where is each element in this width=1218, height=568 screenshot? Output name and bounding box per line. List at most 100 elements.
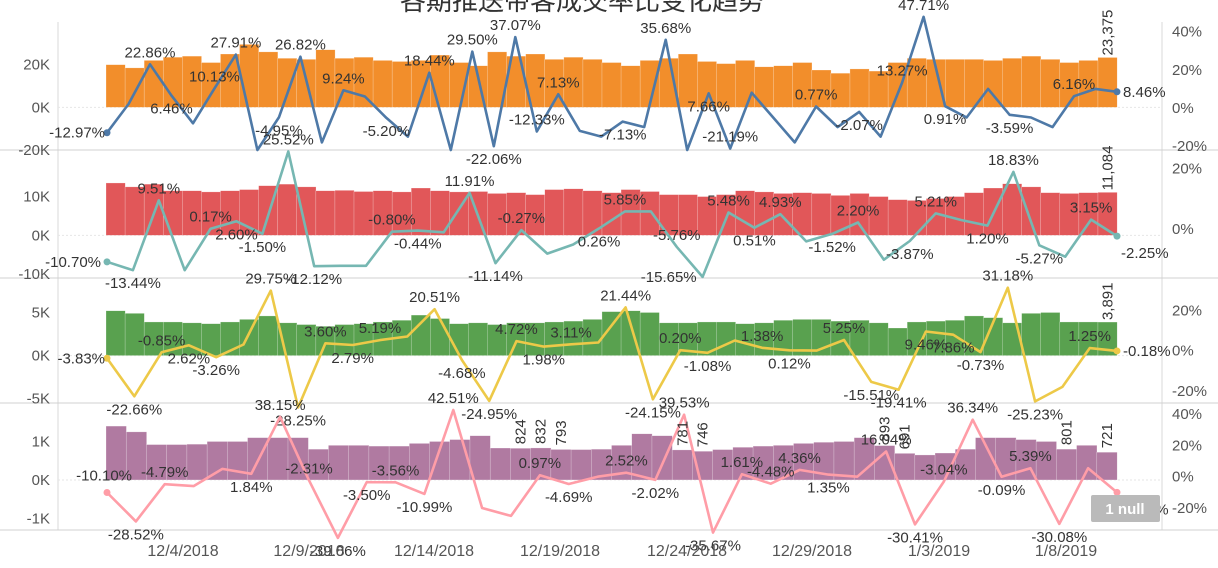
data-label: 35.68% bbox=[640, 20, 691, 37]
bar-value-label: 832 bbox=[533, 419, 550, 444]
data-label: -10.70% bbox=[45, 254, 101, 271]
data-label: -4.95% bbox=[255, 122, 303, 139]
left-axis-tick-label: 0K bbox=[32, 348, 50, 365]
right-axis-tick-label: 0% bbox=[1172, 469, 1194, 486]
bar bbox=[811, 193, 832, 236]
x-axis-date-label: 12/24/2018 bbox=[647, 543, 727, 560]
data-label: -39.06% bbox=[310, 543, 366, 560]
data-label: -0.73% bbox=[957, 357, 1005, 374]
trend-line bbox=[106, 150, 1118, 279]
bar bbox=[105, 182, 126, 236]
data-label: 2.20% bbox=[837, 203, 880, 220]
bar bbox=[849, 68, 870, 108]
bar bbox=[735, 60, 756, 108]
data-label: 26.82% bbox=[275, 37, 326, 54]
bar bbox=[315, 190, 336, 236]
bar bbox=[563, 188, 584, 236]
bar bbox=[671, 449, 693, 481]
bar bbox=[887, 199, 908, 236]
data-label: 0.26% bbox=[578, 233, 621, 250]
bar bbox=[430, 318, 450, 356]
data-label: 42.51% bbox=[428, 390, 479, 407]
data-label: -1.50% bbox=[239, 239, 287, 256]
bar bbox=[868, 322, 889, 356]
data-label: 18.83% bbox=[988, 152, 1039, 169]
data-label: 1.25% bbox=[1068, 328, 1111, 345]
data-label: 18.44% bbox=[404, 53, 455, 70]
data-label: -5.27% bbox=[1016, 250, 1064, 267]
left-axis-tick-label: 1K bbox=[32, 433, 50, 450]
line-endpoint-marker bbox=[1113, 488, 1121, 496]
data-label: 2.52% bbox=[605, 453, 648, 470]
data-label: 4.36% bbox=[778, 450, 821, 467]
data-label: 0.20% bbox=[659, 330, 702, 347]
right-axis-tick-label: 0% bbox=[1172, 343, 1194, 360]
data-label: 1.35% bbox=[807, 480, 850, 497]
data-label: -7.13% bbox=[599, 127, 647, 144]
left-axis-tick-label: 0K bbox=[32, 99, 50, 116]
left-axis-tick-label: -1K bbox=[27, 510, 50, 527]
data-label: 8.46% bbox=[1123, 84, 1166, 101]
data-label: -4.68% bbox=[438, 365, 486, 382]
data-label: 7.66% bbox=[687, 98, 730, 115]
line-endpoint-marker bbox=[1113, 88, 1121, 96]
data-label: -3.50% bbox=[343, 487, 391, 504]
data-label: -5.76% bbox=[653, 227, 701, 244]
bar-value-label: 793 bbox=[553, 420, 570, 445]
data-label: 13.27% bbox=[877, 63, 928, 80]
data-label: 4.72% bbox=[495, 321, 538, 338]
data-label: -12.12% bbox=[286, 271, 342, 288]
chart-title: 各期推送带客成交率比变化趋势 bbox=[400, 0, 765, 17]
data-label: -2.02% bbox=[632, 485, 680, 502]
bar bbox=[1096, 451, 1118, 481]
data-label: 9.24% bbox=[322, 70, 365, 87]
bar bbox=[239, 44, 260, 108]
left-axis-tick-label: -10K bbox=[18, 266, 50, 283]
bar-value-label: 781 bbox=[674, 421, 691, 446]
data-label: 22.86% bbox=[125, 44, 176, 61]
data-label: 0.12% bbox=[768, 355, 811, 372]
bar bbox=[1097, 57, 1118, 108]
bar bbox=[1076, 445, 1098, 481]
data-label: -28.52% bbox=[108, 526, 164, 543]
data-label: -10.10% bbox=[76, 468, 132, 485]
data-label: 16.04% bbox=[861, 432, 912, 449]
bar bbox=[651, 435, 673, 481]
data-label: 0.17% bbox=[189, 209, 232, 226]
data-label: -0.09% bbox=[978, 482, 1026, 499]
data-label: 1.61% bbox=[721, 454, 764, 471]
bar-value-label: 801 bbox=[1058, 420, 1075, 445]
line-endpoint-marker bbox=[103, 354, 111, 362]
data-label: -19.41% bbox=[871, 395, 927, 412]
left-axis-tick-label: 5K bbox=[32, 304, 50, 321]
data-label: -2.31% bbox=[285, 460, 333, 477]
data-label: -21.19% bbox=[702, 128, 758, 145]
data-label: -3.04% bbox=[920, 461, 968, 478]
data-label: -30.08% bbox=[1031, 529, 1087, 546]
data-label: -30.41% bbox=[887, 529, 943, 546]
bar bbox=[489, 447, 511, 481]
bar bbox=[544, 189, 565, 236]
data-label: -25.23% bbox=[1007, 406, 1063, 423]
data-label: 38.15% bbox=[255, 397, 306, 414]
data-label: -15.51% bbox=[843, 387, 899, 404]
data-label: -0.18% bbox=[1123, 343, 1171, 360]
data-label: -24.15% bbox=[625, 404, 681, 421]
right-axis-tick-label: 40% bbox=[1172, 24, 1202, 41]
bar bbox=[620, 65, 641, 108]
data-label: 1.84% bbox=[230, 479, 273, 496]
data-label: 6.46% bbox=[150, 101, 193, 118]
line-endpoint-marker bbox=[103, 489, 111, 497]
data-label: -2.25% bbox=[1121, 245, 1169, 262]
data-label: -0.80% bbox=[368, 212, 416, 229]
data-label: -35.67% bbox=[685, 538, 741, 555]
data-label: 4.93% bbox=[759, 194, 802, 211]
data-label: 1.38% bbox=[741, 328, 784, 345]
data-label: 0.51% bbox=[733, 233, 776, 250]
data-label: 39.53% bbox=[659, 395, 710, 412]
data-label: 5.21% bbox=[914, 193, 957, 210]
data-label: 20.51% bbox=[409, 289, 460, 306]
data-label: -1.08% bbox=[684, 358, 732, 375]
data-label: -3.83% bbox=[57, 350, 105, 367]
